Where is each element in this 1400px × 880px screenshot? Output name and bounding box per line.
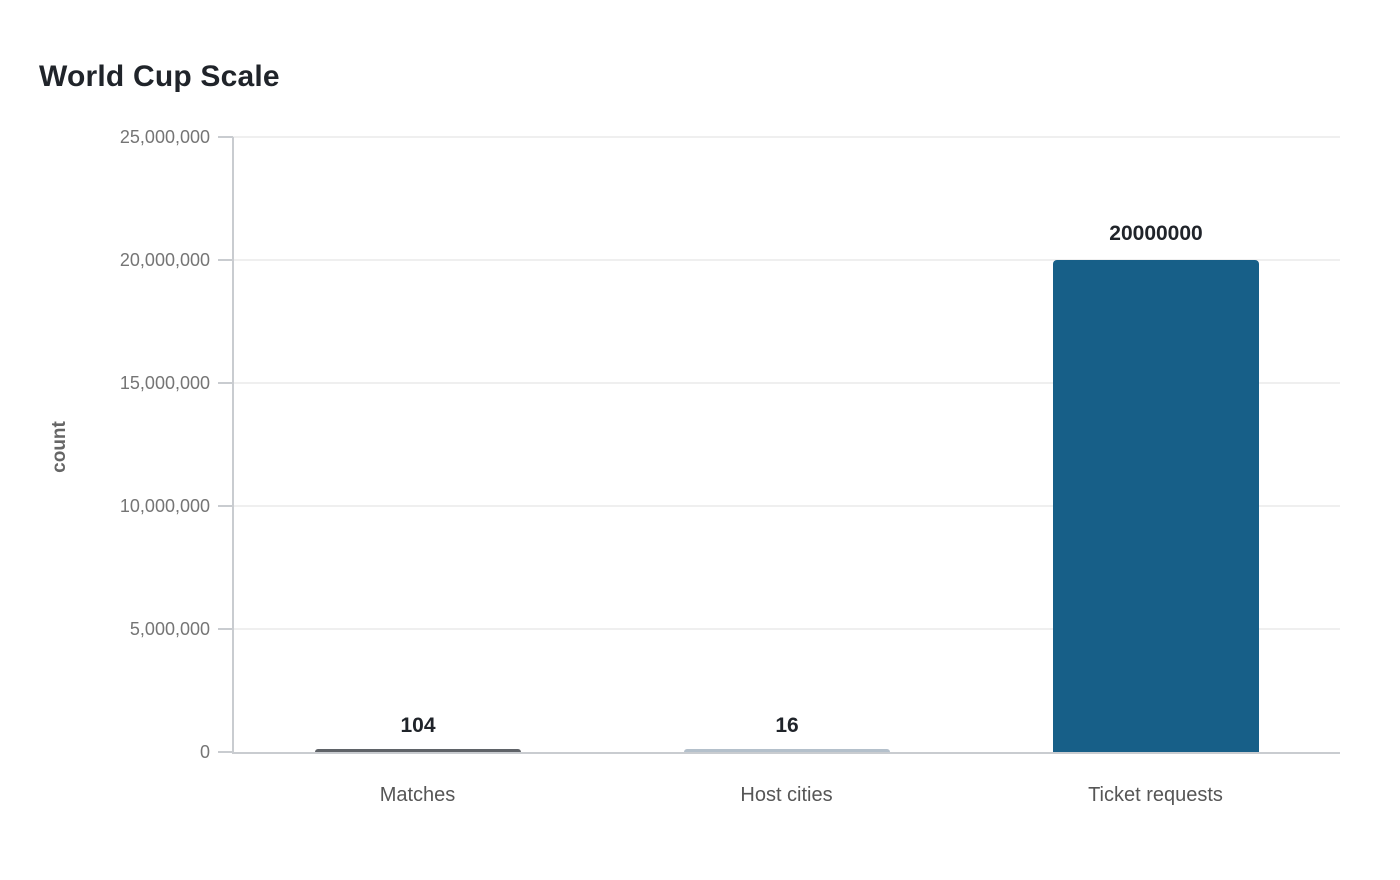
y-tick-label: 20,000,000 (119, 250, 210, 270)
gridline (233, 259, 1340, 261)
bar-ticket-requests (1053, 260, 1259, 752)
bar-host-cities (684, 749, 890, 752)
category-label: Ticket requests (1088, 784, 1223, 806)
value-label: 20000000 (1109, 222, 1203, 245)
chart-title: World Cup Scale (39, 60, 280, 93)
y-tick-label: 25,000,000 (119, 127, 210, 147)
y-tick-label: 15,000,000 (119, 373, 210, 393)
category-label: Host cities (740, 784, 833, 806)
gridline (233, 382, 1340, 384)
bar-matches (315, 749, 521, 752)
gridline (233, 136, 1340, 138)
y-tick-label: 0 (199, 742, 210, 762)
gridline (233, 628, 1340, 630)
y-tick-mark (218, 628, 233, 630)
y-tick-label: 5,000,000 (129, 619, 210, 639)
y-tick-mark (218, 136, 233, 138)
gridline (233, 505, 1340, 507)
y-tick-mark (218, 505, 233, 507)
y-tick-mark (218, 259, 233, 261)
value-label: 104 (400, 714, 436, 737)
y-tick-mark (218, 382, 233, 384)
category-label: Matches (379, 784, 456, 806)
y-tick-label: 10,000,000 (119, 496, 210, 516)
y-tick-mark (218, 751, 233, 753)
x-axis-line (233, 752, 1340, 754)
value-label: 16 (775, 714, 799, 737)
y-axis-line (232, 137, 234, 754)
